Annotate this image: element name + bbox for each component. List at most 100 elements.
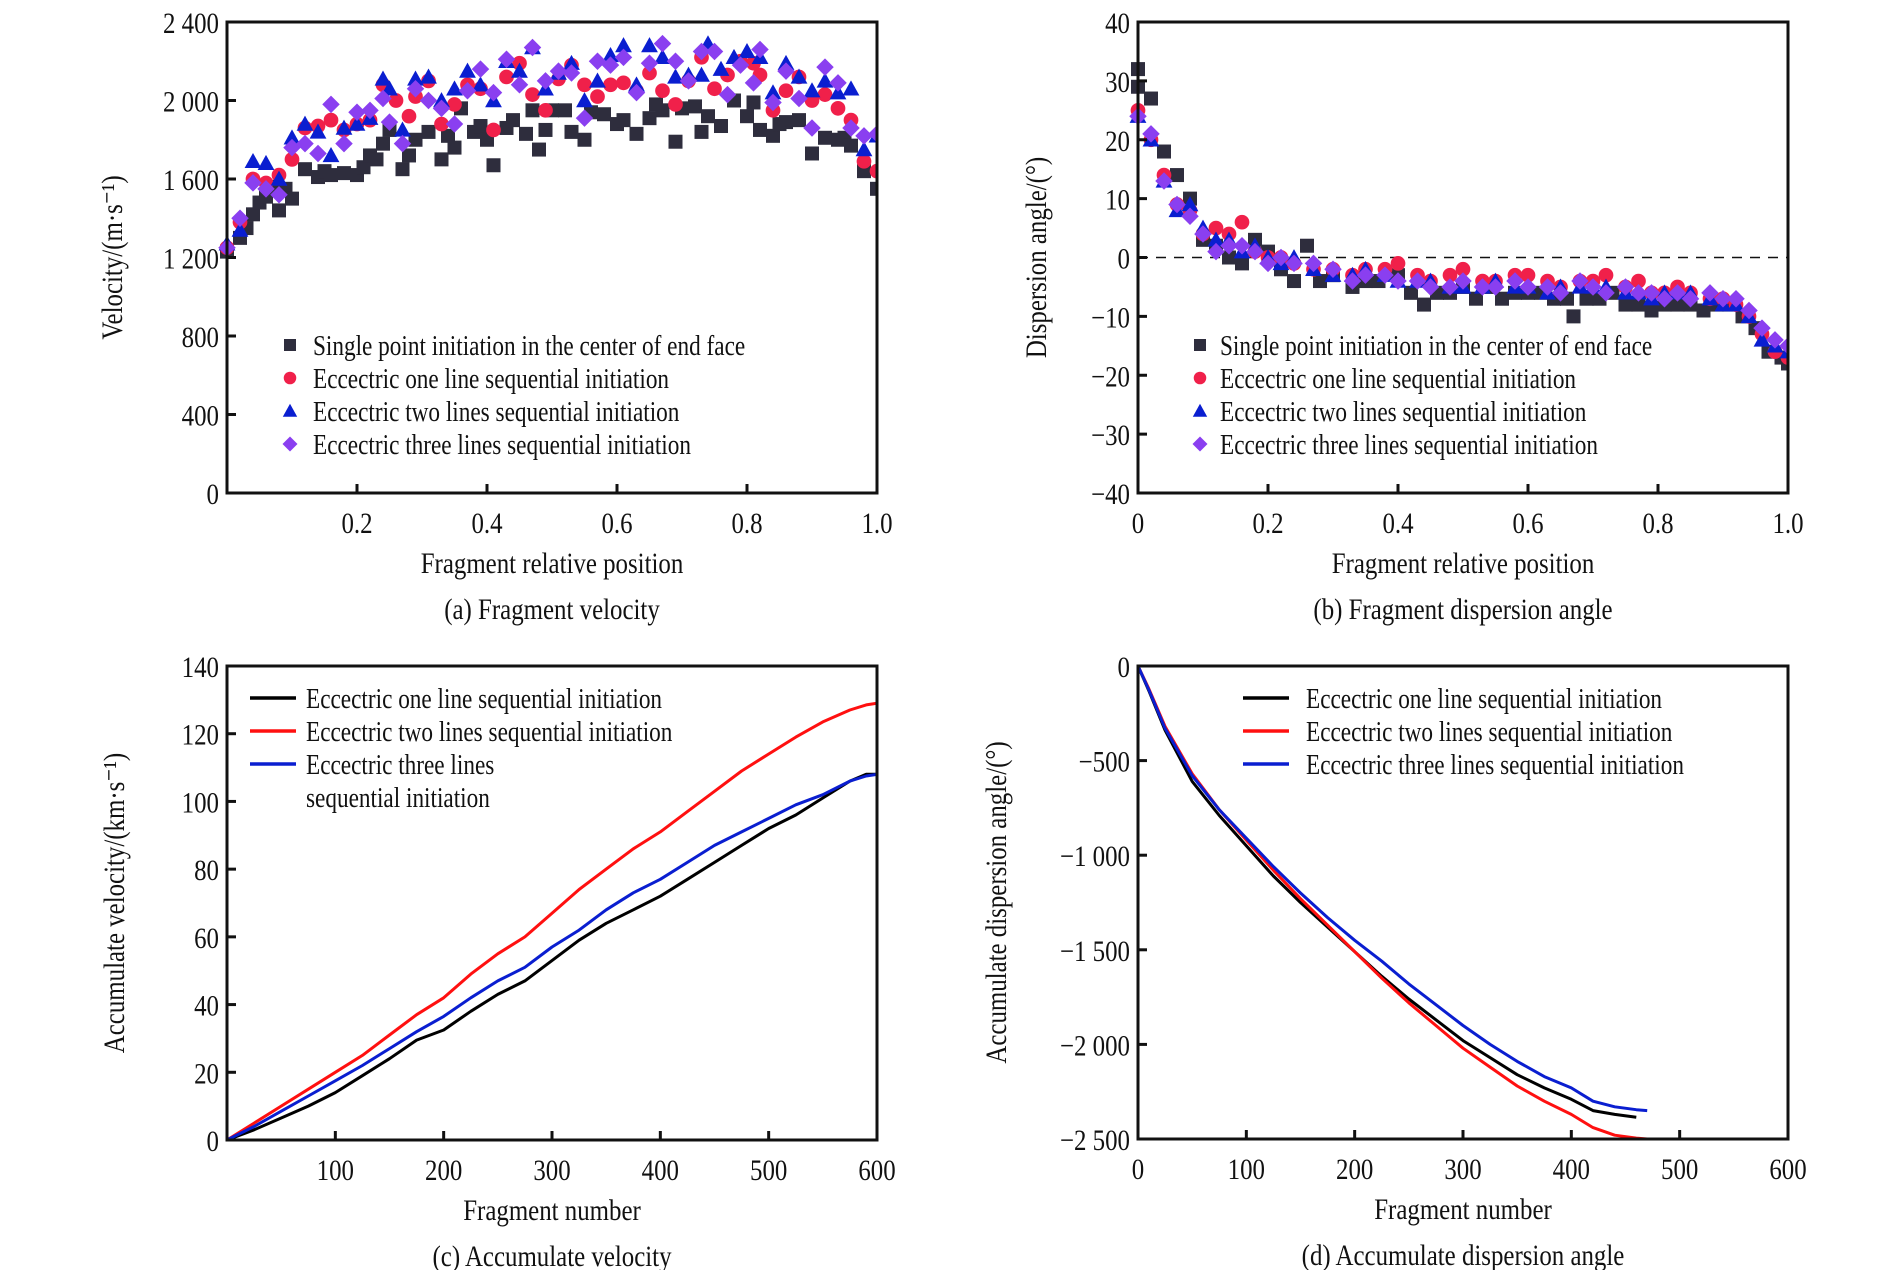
data-point-diamond <box>744 74 763 92</box>
data-point-triangle <box>420 68 437 84</box>
data-point-diamond <box>575 109 594 127</box>
panel-accumulate-velocity: 0 20 40 60 80 100 120 140 100 200 300 400 500 600 Frag… <box>97 650 896 1270</box>
data-point-diamond <box>497 50 516 69</box>
data-point-triangle <box>615 37 632 53</box>
plot-area <box>1129 62 1788 371</box>
data-point-diamond <box>640 54 659 72</box>
data-point-diamond <box>1551 284 1570 302</box>
data-point-circle <box>707 81 722 97</box>
data-point-circle <box>499 69 514 85</box>
data-point-circle <box>616 75 631 91</box>
data-point-square <box>519 126 533 141</box>
series-line-2 <box>226 701 877 1140</box>
x-tick-label: 500 <box>1661 1152 1698 1186</box>
data-point-square <box>597 107 611 122</box>
data-point-square <box>818 130 832 145</box>
data-point-circle <box>1598 267 1614 283</box>
data-point-circle <box>642 65 657 81</box>
legend-label: Eccectric three lines <box>306 749 494 781</box>
data-point-diamond <box>829 74 847 92</box>
data-point-square <box>272 203 286 218</box>
data-point-diamond <box>406 79 425 98</box>
data-point-diamond <box>1343 272 1362 290</box>
data-point-circle <box>323 112 339 128</box>
data-point-diamond <box>1571 272 1589 290</box>
data-point-triangle <box>842 80 860 96</box>
legend-label: Eccectric two lines sequential initiatio… <box>1220 396 1587 428</box>
legend-item: Single point initiation in the center of… <box>1194 330 1652 362</box>
data-point-diamond <box>764 93 782 112</box>
data-point-diamond <box>1142 125 1160 143</box>
x-tick-label: 0 <box>1132 506 1144 540</box>
data-point-triangle <box>855 141 873 157</box>
data-point-square <box>753 122 767 137</box>
data-point-diamond <box>1246 242 1264 261</box>
data-point-diamond <box>536 72 555 90</box>
y-tick-label: 20 <box>1105 124 1130 158</box>
series-diamond <box>218 34 877 257</box>
data-point-triangle <box>790 68 808 84</box>
data-point-diamond <box>484 83 503 102</box>
data-point-square <box>714 119 728 134</box>
data-point-diamond <box>445 115 464 133</box>
data-point-square <box>434 152 449 167</box>
data-point-diamond <box>393 134 412 153</box>
data-point-circle <box>869 163 877 179</box>
data-point-triangle <box>764 84 782 100</box>
data-point-square <box>1579 291 1594 306</box>
data-point-diamond <box>614 48 633 67</box>
legend-item: Eccectric two lines sequential initiatio… <box>282 396 680 428</box>
data-point-diamond <box>1272 248 1290 267</box>
y-axis-title: Accumulate velocity/(km·s⁻¹) <box>97 753 131 1053</box>
y-tick-label: 1 200 <box>163 241 219 275</box>
data-point-diamond <box>1519 278 1537 296</box>
x-tick-label: 100 <box>1228 1152 1265 1186</box>
data-point-diamond <box>1304 254 1323 273</box>
series-triangle <box>1129 107 1788 359</box>
x-tick-label: 300 <box>1444 1152 1481 1186</box>
data-point-triangle <box>654 48 671 65</box>
data-point-diamond <box>1727 289 1745 308</box>
data-point-triangle <box>816 72 834 88</box>
data-point-triangle <box>348 115 366 131</box>
data-point-triangle <box>309 123 327 139</box>
data-point-square <box>1170 168 1184 183</box>
x-tick-label: 0.2 <box>341 506 372 540</box>
data-point-circle <box>434 116 449 132</box>
x-tick-label: 1.0 <box>1772 506 1803 540</box>
data-point-diamond <box>1597 284 1615 302</box>
data-point-square <box>740 109 754 124</box>
data-point-diamond <box>1324 260 1342 279</box>
data-point-triangle <box>693 66 710 82</box>
data-point-diamond <box>1454 272 1472 290</box>
data-point-diamond <box>231 209 249 227</box>
y-tick-label: −500 <box>1079 744 1130 778</box>
data-point-triangle <box>667 68 684 84</box>
data-point-square <box>558 103 572 118</box>
data-point-square <box>506 113 520 128</box>
y-tick-label: 40 <box>1105 6 1130 40</box>
y-tick-label: 400 <box>182 398 219 432</box>
y-tick-label: −1 500 <box>1060 934 1130 968</box>
data-point-square <box>779 115 793 130</box>
y-axis-title: Accumulate dispersion angle/(°) <box>979 741 1013 1063</box>
data-point-square <box>766 128 780 143</box>
data-point-square <box>1157 144 1171 159</box>
data-point-diamond <box>601 56 620 74</box>
data-point-triangle <box>1753 331 1771 347</box>
legend-item: Eccectric three lines sequential initiat… <box>282 429 691 461</box>
legend-item: Single point initiation in the center of… <box>284 330 745 362</box>
data-point-diamond <box>1538 278 1557 296</box>
data-point-diamond <box>1701 284 1719 302</box>
data-point-triangle <box>712 60 730 76</box>
data-point-triangle <box>576 92 593 108</box>
data-point-square <box>486 158 501 173</box>
panel-caption: (c) Accumulate velocity <box>432 1239 671 1270</box>
data-point-triangle <box>829 84 847 100</box>
data-point-square <box>447 140 462 155</box>
data-point-square <box>844 138 858 153</box>
y-tick-label: −1 000 <box>1060 839 1130 873</box>
data-point-diamond <box>244 174 262 192</box>
data-point-circle <box>447 97 462 112</box>
data-point-square <box>473 119 488 134</box>
